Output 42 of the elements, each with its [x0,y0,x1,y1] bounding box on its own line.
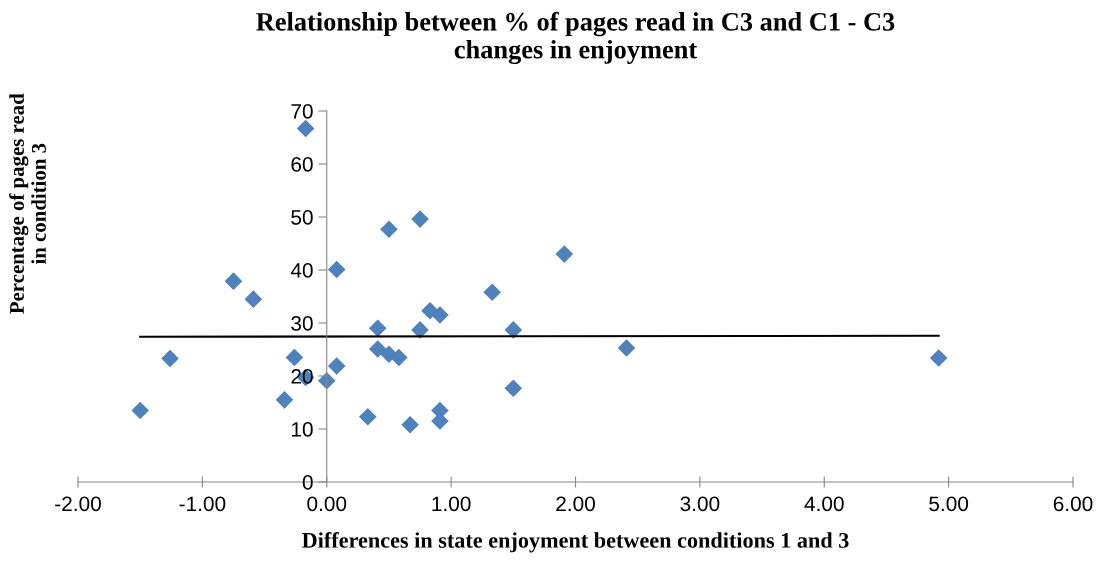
point [555,245,574,263]
point [411,210,429,228]
point [161,349,179,368]
point [380,220,398,238]
y-tick-label: 30 [291,316,313,331]
point [359,408,377,426]
x-tick-label: -1.00 [179,496,226,512]
x-tick-label: 6.00 [1053,496,1093,512]
y-tick-label: 60 [291,157,313,172]
y-tick-label: 10 [291,422,313,437]
point [244,290,263,308]
x-tick-label: -2.00 [55,496,101,512]
y-tick-label: 0 [302,475,313,490]
point [275,391,294,409]
point [368,319,387,338]
point [617,339,636,357]
point [327,357,346,375]
point [285,348,304,367]
x-tick-label: 4.00 [804,496,844,512]
point [131,401,149,420]
y-tick-label: 50 [291,210,313,225]
y-axis-title: Percentage of pages read in condition 3 [9,93,46,314]
point [504,321,523,339]
point [929,349,948,367]
point [224,272,243,290]
point [390,348,408,367]
y-tick-label: 40 [290,263,313,278]
x-tick-label: 1.00 [432,496,471,512]
point [327,260,346,279]
x-tick-label: 2.00 [556,496,595,512]
point [296,119,315,138]
x-axis-title: Differences in state enjoyment between conditions 1 and 3 [302,531,849,553]
chart-title: Relationship between % of pages read in C3 and C1 - C3 changes in enjoyment [256,11,895,65]
y-tick-label: 70 [291,104,313,119]
x-tick-label: 5.00 [929,496,969,512]
point [401,415,419,434]
point [431,306,449,324]
point [504,379,523,397]
x-tick-label: 3.00 [680,496,720,512]
x-tick-label: 0.00 [307,496,347,512]
point [483,283,501,302]
point [368,340,387,358]
